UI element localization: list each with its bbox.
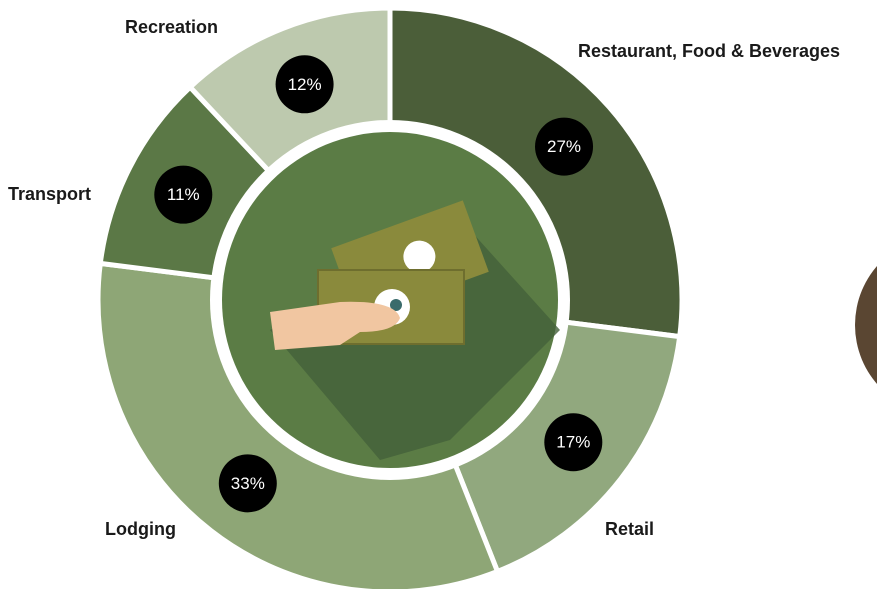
value-badge: [544, 413, 603, 472]
value-badge: [275, 55, 334, 114]
category-label: Lodging: [105, 519, 176, 539]
value-badge: [154, 165, 213, 224]
labels: 27% Restaurant, Food & Beverages 17% Retail…: [8, 17, 840, 539]
category-label: Transport: [8, 184, 91, 204]
value-badge: [535, 117, 594, 176]
illustration: [270, 200, 560, 460]
value-label: 12%: [288, 75, 322, 94]
category-label: Recreation: [125, 17, 218, 37]
value-badge: [218, 454, 277, 513]
value-label: 17%: [556, 433, 590, 452]
category-label: Restaurant, Food & Beverages: [578, 41, 840, 61]
value-label: 11%: [167, 185, 200, 204]
category-label: Retail: [605, 519, 654, 539]
photo: [855, 266, 877, 384]
value-label: 27%: [547, 137, 581, 156]
value-label: 33%: [231, 474, 265, 493]
